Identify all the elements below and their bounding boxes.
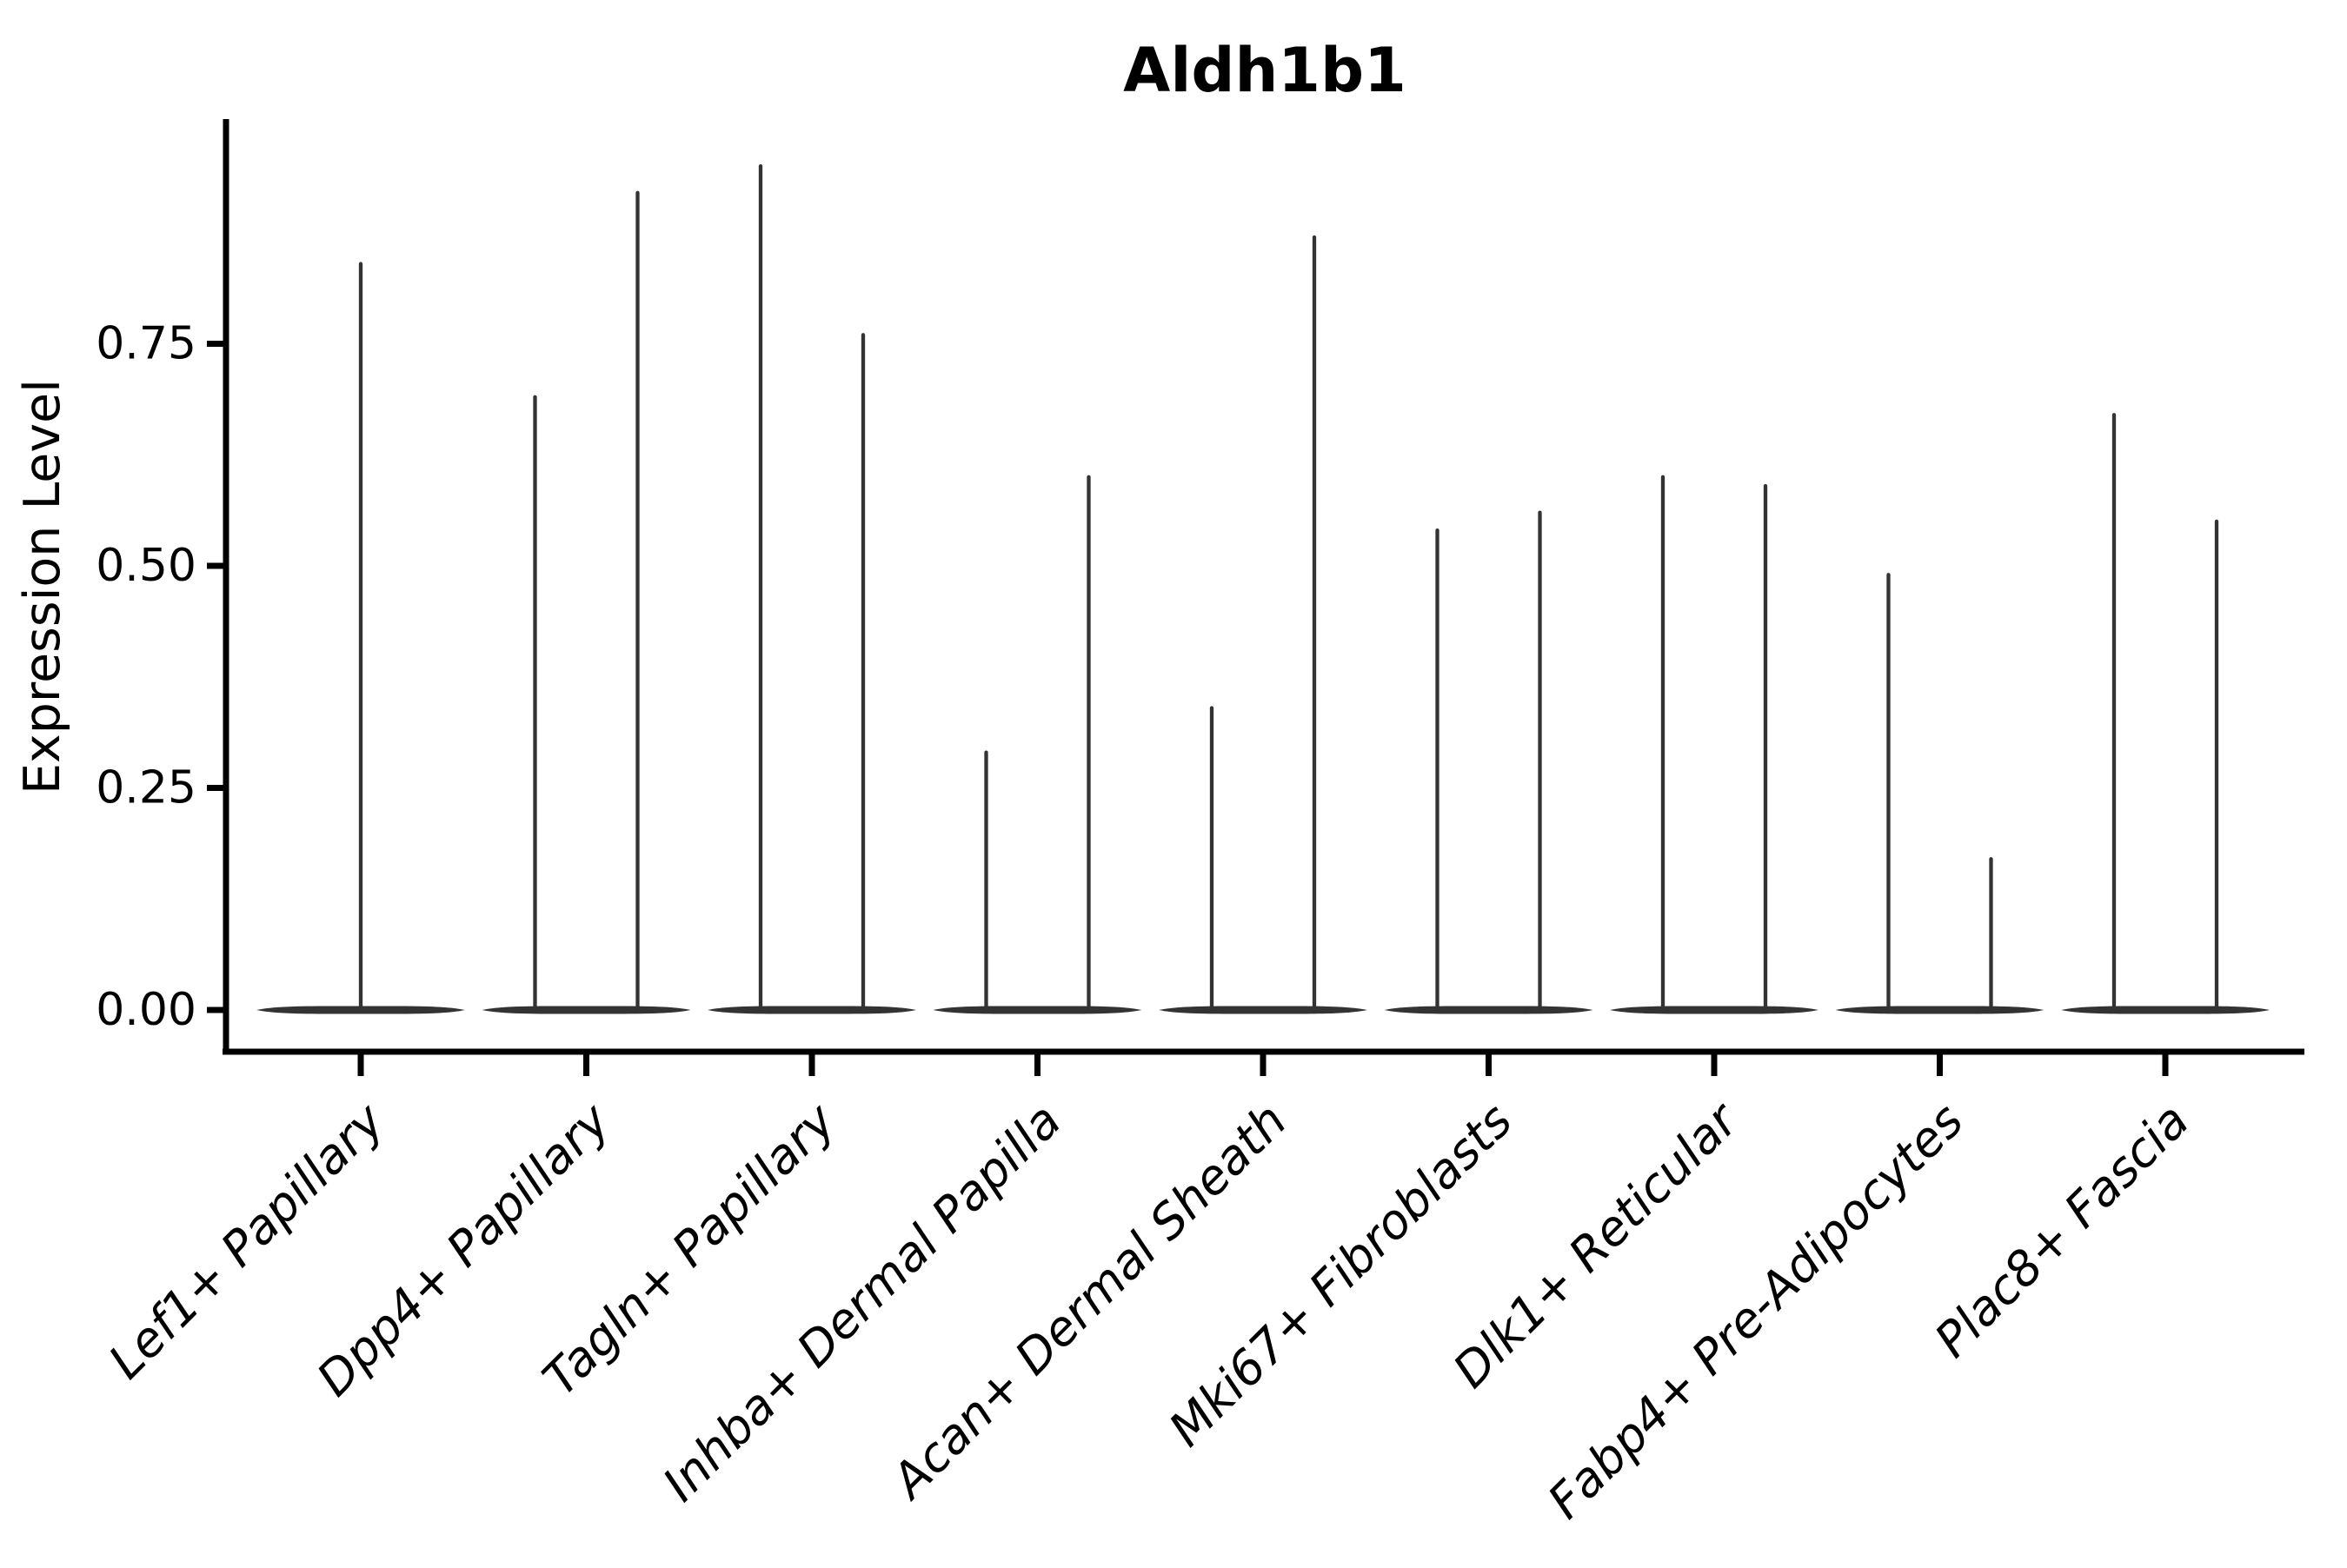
y-axis-label: Expression Level	[14, 379, 71, 794]
violins-layer	[256, 163, 2270, 1014]
violin-3	[708, 163, 916, 1014]
x-tick-label: Inhba+ Dermal Papilla	[652, 1093, 1071, 1512]
violin-body	[2061, 1006, 2270, 1014]
y-tick-label: 0.00	[96, 984, 196, 1036]
violin-body	[708, 1006, 916, 1014]
violin-body	[1159, 1006, 1367, 1014]
violin-8	[1835, 573, 2044, 1014]
y-tick-label: 0.75	[96, 318, 196, 370]
violin-4	[933, 475, 1142, 1014]
violin-body	[482, 1006, 691, 1014]
y-axis: 0.00 0.25 0.50 0.75	[96, 318, 223, 1036]
violin-body	[933, 1006, 1142, 1014]
violin-body	[1610, 1006, 1818, 1014]
violin-9	[2061, 413, 2270, 1014]
x-tick-label: Fabp4+ Pre-Adipocytes	[1537, 1093, 1973, 1529]
y-tick-label: 0.50	[96, 540, 196, 592]
y-tick-label: 0.25	[96, 762, 196, 814]
x-tick-label: Acan+ Dermal Sheath	[880, 1093, 1298, 1511]
violin-body	[1835, 1006, 2044, 1014]
violin-2	[482, 190, 691, 1014]
violin-6	[1384, 510, 1593, 1014]
chart-title: Aldh1b1	[1123, 35, 1406, 106]
violin-5	[1159, 235, 1367, 1014]
violin-body	[1384, 1006, 1593, 1014]
violin-1	[256, 262, 465, 1014]
violin-7	[1610, 475, 1818, 1014]
